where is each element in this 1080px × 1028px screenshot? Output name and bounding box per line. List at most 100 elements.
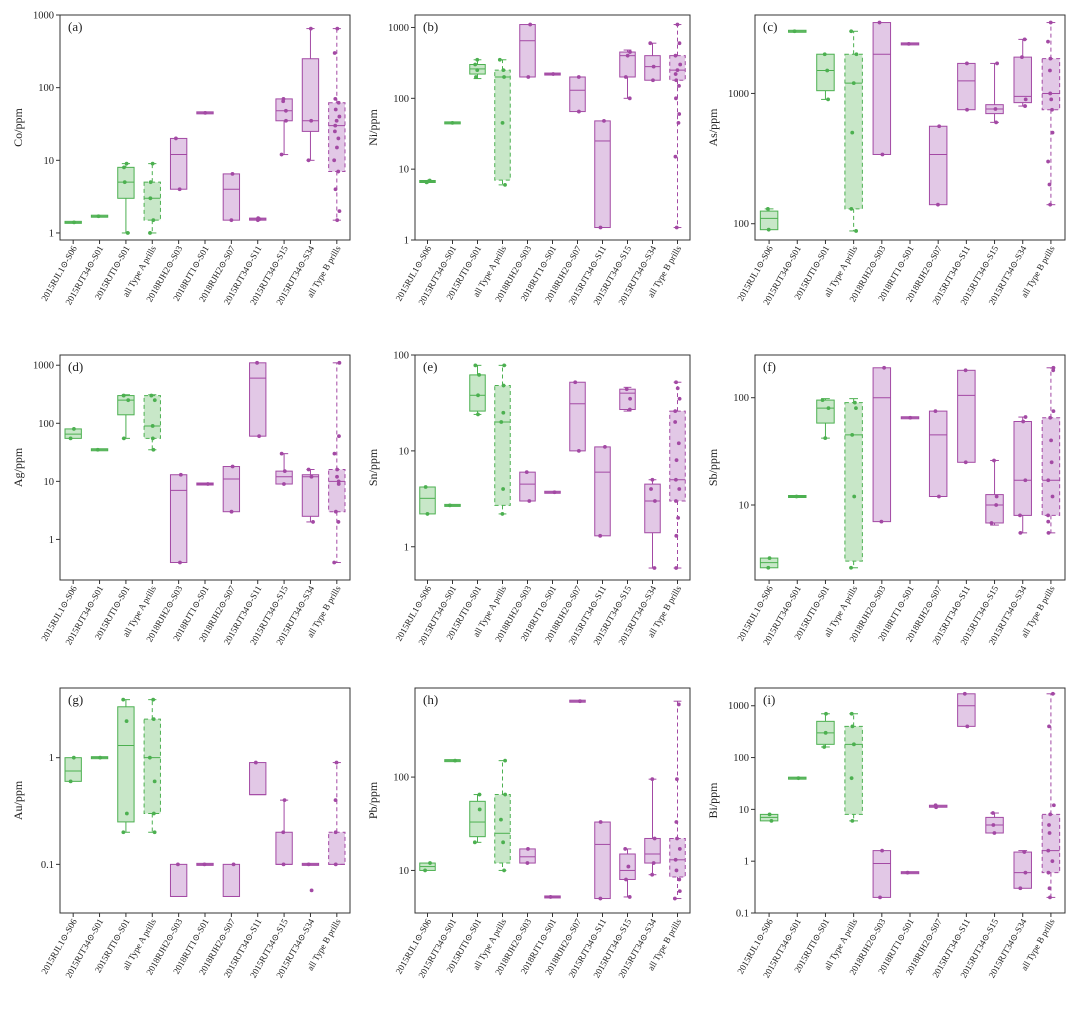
data-point bbox=[674, 820, 678, 824]
data-point bbox=[854, 406, 858, 410]
y-tick-label: 1000 bbox=[33, 11, 54, 22]
data-point bbox=[336, 170, 340, 174]
box-9 bbox=[986, 459, 1003, 526]
box-5 bbox=[170, 473, 186, 565]
y-tick-label: 100 bbox=[393, 94, 409, 105]
data-point bbox=[307, 468, 311, 472]
y-axis-label: Co/ppm bbox=[11, 107, 25, 146]
y-axis-label: Sb/ppm bbox=[706, 448, 720, 486]
box-2 bbox=[91, 448, 107, 452]
box-8 bbox=[595, 445, 611, 538]
data-point bbox=[280, 452, 284, 456]
data-point bbox=[822, 745, 826, 749]
box-11 bbox=[1042, 366, 1059, 535]
y-axis-label: Ag/ppm bbox=[11, 447, 25, 487]
panel-label: (g) bbox=[68, 692, 83, 707]
data-point bbox=[678, 847, 682, 851]
data-point bbox=[1021, 420, 1025, 424]
data-point bbox=[122, 165, 126, 169]
data-point bbox=[526, 847, 530, 851]
y-tick-label: 1000 bbox=[33, 361, 54, 372]
box-iqr bbox=[570, 77, 586, 112]
data-point bbox=[1048, 812, 1052, 816]
data-point bbox=[937, 495, 941, 499]
box-7 bbox=[929, 803, 946, 809]
data-point bbox=[995, 495, 999, 499]
box-11 bbox=[329, 361, 345, 565]
box-3 bbox=[817, 52, 834, 101]
data-point bbox=[423, 869, 427, 873]
data-point bbox=[502, 75, 506, 79]
data-point bbox=[478, 808, 482, 812]
data-point bbox=[72, 427, 76, 431]
data-point bbox=[850, 712, 854, 716]
y-tick-label: 10 bbox=[44, 477, 55, 488]
data-point bbox=[908, 416, 912, 420]
data-point bbox=[126, 231, 130, 235]
data-point bbox=[334, 798, 338, 802]
data-point bbox=[335, 218, 339, 222]
data-point bbox=[126, 398, 130, 402]
box-1 bbox=[760, 207, 777, 232]
data-point bbox=[964, 460, 968, 464]
data-point bbox=[991, 823, 995, 827]
data-point bbox=[1048, 886, 1052, 890]
box-2 bbox=[445, 503, 461, 507]
box-iqr bbox=[144, 719, 160, 813]
data-point bbox=[793, 29, 797, 33]
box-iqr bbox=[929, 411, 946, 496]
data-point bbox=[148, 756, 152, 760]
box-3 bbox=[118, 698, 134, 834]
data-point bbox=[334, 187, 338, 191]
y-axis-label: Pb/ppm bbox=[366, 781, 380, 819]
box-9 bbox=[986, 62, 1003, 125]
panel-d: 1101001000 (d)Ag/ppm2015RJL1⊙-S062015RJT3… bbox=[11, 355, 350, 647]
data-point bbox=[337, 434, 341, 438]
box-3 bbox=[817, 712, 834, 749]
box-1 bbox=[65, 220, 81, 224]
data-point bbox=[1022, 850, 1026, 854]
box-4 bbox=[845, 29, 862, 232]
data-point bbox=[652, 861, 656, 865]
box-iqr bbox=[250, 363, 266, 436]
box-iqr bbox=[470, 801, 486, 836]
box-iqr bbox=[302, 475, 318, 517]
data-point bbox=[123, 180, 127, 184]
y-tick-label: 1000 bbox=[728, 701, 749, 712]
box-4 bbox=[144, 394, 160, 452]
data-point bbox=[906, 871, 910, 875]
box-11 bbox=[670, 701, 686, 900]
data-point bbox=[1048, 92, 1052, 96]
data-point bbox=[203, 111, 207, 115]
data-point bbox=[674, 155, 678, 159]
data-point bbox=[309, 27, 313, 31]
data-point bbox=[878, 896, 882, 900]
data-point bbox=[501, 121, 505, 125]
box-10 bbox=[302, 468, 318, 524]
box-iqr bbox=[845, 403, 862, 561]
box-8 bbox=[250, 216, 266, 222]
box-6 bbox=[197, 482, 213, 486]
data-point bbox=[827, 406, 831, 410]
data-point bbox=[677, 878, 681, 882]
data-point bbox=[824, 731, 828, 735]
data-point bbox=[1048, 896, 1052, 900]
data-point bbox=[1046, 160, 1050, 164]
box-5 bbox=[170, 137, 186, 192]
y-tick-label: 10 bbox=[399, 165, 410, 176]
data-point bbox=[823, 52, 827, 56]
data-point bbox=[964, 368, 968, 372]
data-point bbox=[1048, 831, 1052, 835]
data-point bbox=[151, 218, 155, 222]
data-point bbox=[335, 119, 339, 123]
box-iqr bbox=[520, 849, 536, 863]
data-point bbox=[674, 380, 678, 384]
data-point bbox=[673, 420, 677, 424]
data-point bbox=[677, 441, 681, 445]
data-point bbox=[936, 203, 940, 207]
box-3 bbox=[118, 394, 134, 441]
data-point bbox=[603, 445, 607, 449]
box-iqr bbox=[118, 396, 134, 415]
box-iqr bbox=[958, 694, 975, 727]
data-point bbox=[850, 131, 854, 135]
